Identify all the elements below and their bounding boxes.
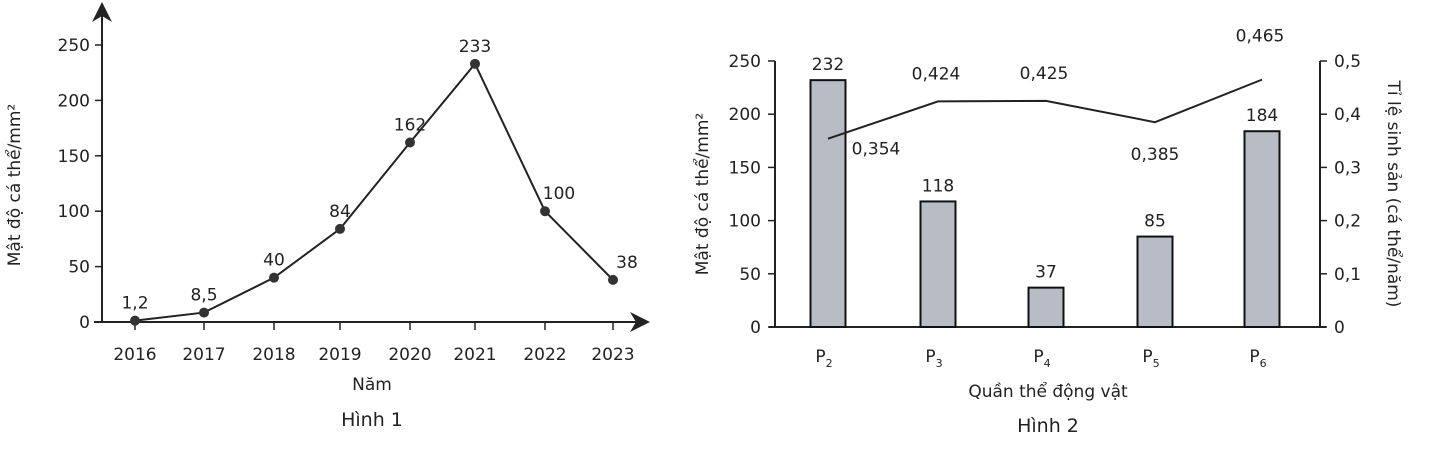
- subscript: 4: [1044, 357, 1051, 370]
- y2-axis-title: Tỉ lệ sinh sản (cá thể/năm): [1383, 80, 1404, 308]
- subscript: 5: [1153, 357, 1160, 370]
- y-tick-label: 0: [750, 318, 761, 338]
- y-axis-title: Mật độ cá thể/mm²: [4, 104, 25, 266]
- y-tick-label: 250: [729, 52, 761, 72]
- subscript: 3: [936, 357, 943, 370]
- x-tick-label: P2: [815, 347, 832, 370]
- bar-label: 232: [812, 55, 844, 75]
- y2-tick-label: 0,1: [1334, 265, 1361, 285]
- x-tick-label: 2021: [453, 345, 496, 365]
- x-tick-label: 2018: [252, 345, 295, 365]
- data-label: 8,5: [190, 286, 217, 306]
- y-tick-label: 100: [58, 202, 90, 222]
- subscript: 2: [826, 357, 833, 370]
- data-point: [199, 307, 209, 318]
- y2-tick-label: 0,5: [1334, 52, 1361, 72]
- data-label: 40: [263, 251, 285, 271]
- x-axis-title: Năm: [352, 375, 392, 395]
- bar: [1243, 130, 1281, 328]
- y-tick-label: 0: [79, 313, 90, 333]
- y-tick-label: 50: [68, 258, 90, 278]
- data-label: 100: [543, 184, 575, 204]
- data-point: [130, 315, 140, 326]
- bar-label: 184: [1246, 106, 1278, 126]
- x-tick-label: 2017: [182, 345, 225, 365]
- ratio-line: [827, 78, 1263, 140]
- figure-caption: Hình 1: [341, 409, 403, 431]
- data-label: 1,2: [121, 294, 148, 314]
- bar: [919, 200, 957, 328]
- y-tick-label: 150: [58, 147, 90, 167]
- bar-label: 85: [1144, 212, 1166, 232]
- data-point: [269, 272, 279, 283]
- y2-tick-label: 0: [1334, 318, 1345, 338]
- bar-label: 37: [1035, 263, 1057, 283]
- line-label: 0,354: [852, 140, 901, 160]
- x-tick-label: 2022: [523, 345, 566, 365]
- data-label: 233: [459, 37, 491, 57]
- x-tick-label: P3: [925, 347, 942, 370]
- x-tick-label: P5: [1142, 347, 1159, 370]
- y-tick-label: 50: [739, 265, 761, 285]
- data-point: [540, 206, 550, 217]
- subscript: 6: [1260, 357, 1267, 370]
- x-tick-label: 2020: [388, 345, 431, 365]
- bar: [1136, 235, 1174, 328]
- figure-caption: Hình 2: [1017, 415, 1079, 437]
- chart-2: 0 50 100 150 200 250 0 0,1 0,2 0,3 0,4 0,5 232 118 37 8…: [692, 27, 1404, 437]
- data-label: 38: [616, 253, 638, 273]
- y-tick-label: 250: [58, 36, 90, 56]
- data-label: 84: [329, 202, 351, 222]
- series-line: [134, 61, 614, 322]
- y-tick-label: 200: [729, 105, 761, 125]
- x-tick-label: 2016: [113, 345, 156, 365]
- data-point: [405, 137, 415, 148]
- y-tick-label: 200: [58, 91, 90, 111]
- data-point: [608, 274, 618, 285]
- x-axis-title: Quần thể động vật: [968, 381, 1128, 402]
- chart-1: 0 50 100 150 200 250 2016 2017 2018 2019 2020 2021 2…: [4, 2, 650, 431]
- line-label: 0,425: [1020, 64, 1069, 84]
- y-tick-label: 150: [729, 158, 761, 178]
- bar-label: 118: [922, 176, 954, 196]
- y2-tick-label: 0,3: [1334, 158, 1361, 178]
- bar: [809, 79, 847, 329]
- data-point: [470, 58, 480, 69]
- data-point: [335, 223, 345, 234]
- x-tick-label: P4: [1033, 347, 1050, 370]
- y-tick-label: 100: [729, 212, 761, 232]
- y2-tick-label: 0,4: [1334, 105, 1361, 125]
- x-tick-label: 2019: [318, 345, 361, 365]
- y2-tick-label: 0,2: [1334, 212, 1361, 232]
- line-label: 0,465: [1236, 27, 1285, 47]
- data-label: 162: [394, 116, 426, 136]
- x-tick-label: P6: [1249, 347, 1266, 370]
- y-axis-title: Mật độ cá thể/mm²: [692, 113, 713, 275]
- line-label: 0,424: [912, 64, 961, 84]
- line-label: 0,385: [1131, 145, 1180, 165]
- bar: [1027, 286, 1065, 328]
- x-tick-label: 2023: [591, 345, 634, 365]
